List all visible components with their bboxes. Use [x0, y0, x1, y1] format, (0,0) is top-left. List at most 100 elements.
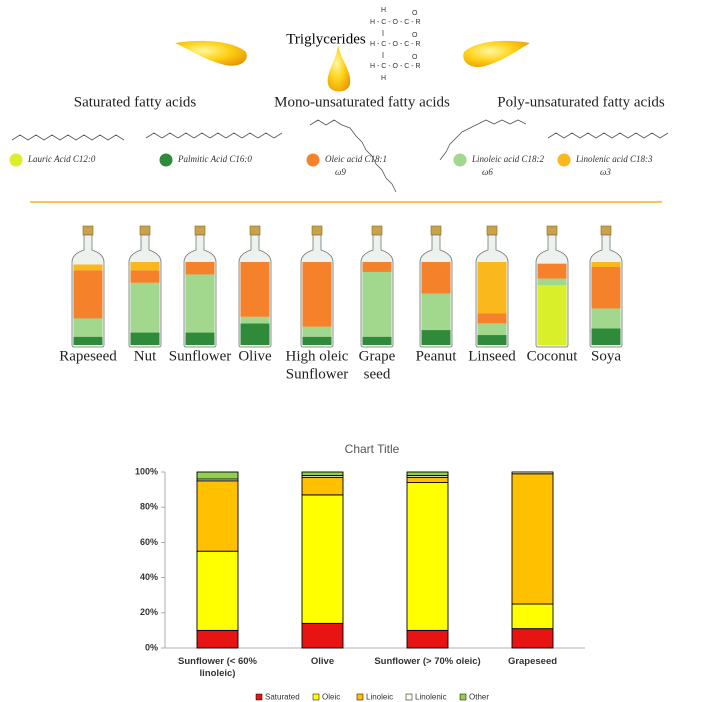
- bottle-label: Rapeseed: [59, 348, 117, 364]
- bottle-segment: [421, 293, 451, 331]
- bottle-label: seed: [364, 366, 391, 382]
- bottle-segment: [591, 262, 621, 267]
- bottle-segment: [362, 262, 392, 272]
- legend-swatch: [459, 693, 467, 701]
- bar-segment: [511, 473, 554, 605]
- infographic-title: Triglycerides: [286, 31, 366, 47]
- group-label: Mono-unsaturated fatty acids: [274, 94, 450, 110]
- group-label: Saturated fatty acids: [74, 94, 197, 110]
- bottle-label: Olive: [238, 348, 272, 364]
- bottle-segment: [537, 278, 567, 286]
- molecules: [11, 119, 669, 193]
- bottle-segment: [302, 336, 332, 345]
- bottle-segment: [537, 263, 567, 279]
- bottle-cap: [371, 225, 383, 236]
- formula-line: H - C - O - C - R: [370, 19, 421, 26]
- bottle-segment: [130, 282, 160, 333]
- bar-segment: [301, 622, 344, 649]
- bar-segment: [301, 476, 344, 496]
- bar-segment: [196, 629, 239, 649]
- bar-segment: [406, 471, 449, 476]
- bottle-cap: [430, 225, 442, 236]
- bottle-label: Grape: [359, 348, 396, 364]
- oil-drops: [175, 40, 530, 92]
- acid-name: Linoleic acid C18:2: [471, 154, 544, 164]
- acid-name: Lauric Acid C12:0: [27, 154, 96, 164]
- chart-title: Chart Title: [345, 442, 400, 456]
- bottle-segment: [240, 323, 270, 345]
- x-tick-label: Olive: [310, 656, 335, 667]
- bottle-segment: [591, 266, 621, 309]
- bar-segment: [196, 480, 239, 552]
- bottle-segment: [240, 316, 270, 324]
- bottle-label: Sunflower: [169, 348, 232, 364]
- acid-omega: ω3: [600, 167, 611, 177]
- y-tick-label: 100%: [135, 466, 158, 476]
- bottle-segment: [477, 323, 507, 336]
- bottle-cap: [194, 225, 206, 236]
- bottle-segment: [362, 271, 392, 337]
- bottle-cap: [249, 225, 261, 236]
- molecule: [439, 119, 527, 161]
- drop: [175, 40, 247, 66]
- bar-segment: [511, 603, 554, 630]
- bottle-label: Coconut: [527, 348, 579, 364]
- y-tick-label: 80%: [140, 502, 158, 512]
- formula-line: H - C - O - C - R: [370, 41, 421, 48]
- bottle-segment: [477, 313, 507, 324]
- bottle-segment: [302, 262, 332, 327]
- bottle-label: High oleic: [286, 348, 349, 364]
- carbonyl: O: [412, 54, 418, 61]
- acid-name: Palmitic Acid C16:0: [177, 154, 252, 164]
- drop: [463, 40, 530, 68]
- bar-segment: [406, 629, 449, 649]
- legend-label: Saturated: [265, 693, 300, 702]
- legend-label: Linoleic: [366, 693, 393, 702]
- bar-segment: [511, 628, 554, 649]
- bottle-segment: [591, 308, 621, 329]
- formula-line: H: [381, 7, 386, 14]
- bottle-segment: [185, 262, 215, 275]
- acid-name: Linolenic acid C18:3: [575, 154, 653, 164]
- drop: [327, 45, 351, 92]
- y-tick-label: 0%: [145, 642, 158, 652]
- acid-name: Oleic acid C18:1: [325, 154, 387, 164]
- bottle-cap: [139, 225, 151, 236]
- y-tick-label: 20%: [140, 607, 158, 617]
- group-label: Poly-unsaturated fatty acids: [497, 94, 665, 110]
- bottle-segment: [591, 328, 621, 345]
- bottle-label: Nut: [134, 348, 157, 364]
- bar-segment: [196, 550, 239, 631]
- bottle-segment: [185, 274, 215, 333]
- bar-segment: [406, 482, 449, 631]
- bottle-segment: [130, 262, 160, 271]
- formula-line: H - C - O - C - R: [370, 63, 421, 70]
- molecule: [145, 132, 283, 139]
- bottle-label: Peanut: [416, 348, 458, 364]
- x-tick-label: Grapeseed: [507, 656, 558, 667]
- y-tick-label: 60%: [140, 537, 158, 547]
- acid-dot: [453, 153, 467, 167]
- bottle-segment: [477, 262, 507, 314]
- molecule: [309, 119, 397, 193]
- bottle-segment: [73, 318, 103, 337]
- bottle-cap: [311, 225, 323, 236]
- bottle-segment: [421, 330, 451, 345]
- bottle-segment: [130, 332, 160, 345]
- legend-swatch: [312, 693, 320, 701]
- molecule: [547, 132, 669, 139]
- y-tick-label: 40%: [140, 572, 158, 582]
- legend-label: Oleic: [322, 693, 340, 702]
- molecule: [11, 134, 125, 141]
- bottle-segment: [185, 332, 215, 345]
- bar-segment: [406, 476, 449, 484]
- bar-segment: [301, 471, 344, 476]
- bottle-cap: [546, 225, 558, 236]
- bottle-label: Soya: [591, 348, 621, 364]
- x-tick-label: Sunflower (< 60% linoleic): [178, 656, 257, 679]
- bar-segment: [301, 494, 344, 624]
- bottle-label: Linseed: [468, 348, 516, 364]
- legend-swatch: [405, 693, 413, 701]
- bottle-segment: [302, 326, 332, 337]
